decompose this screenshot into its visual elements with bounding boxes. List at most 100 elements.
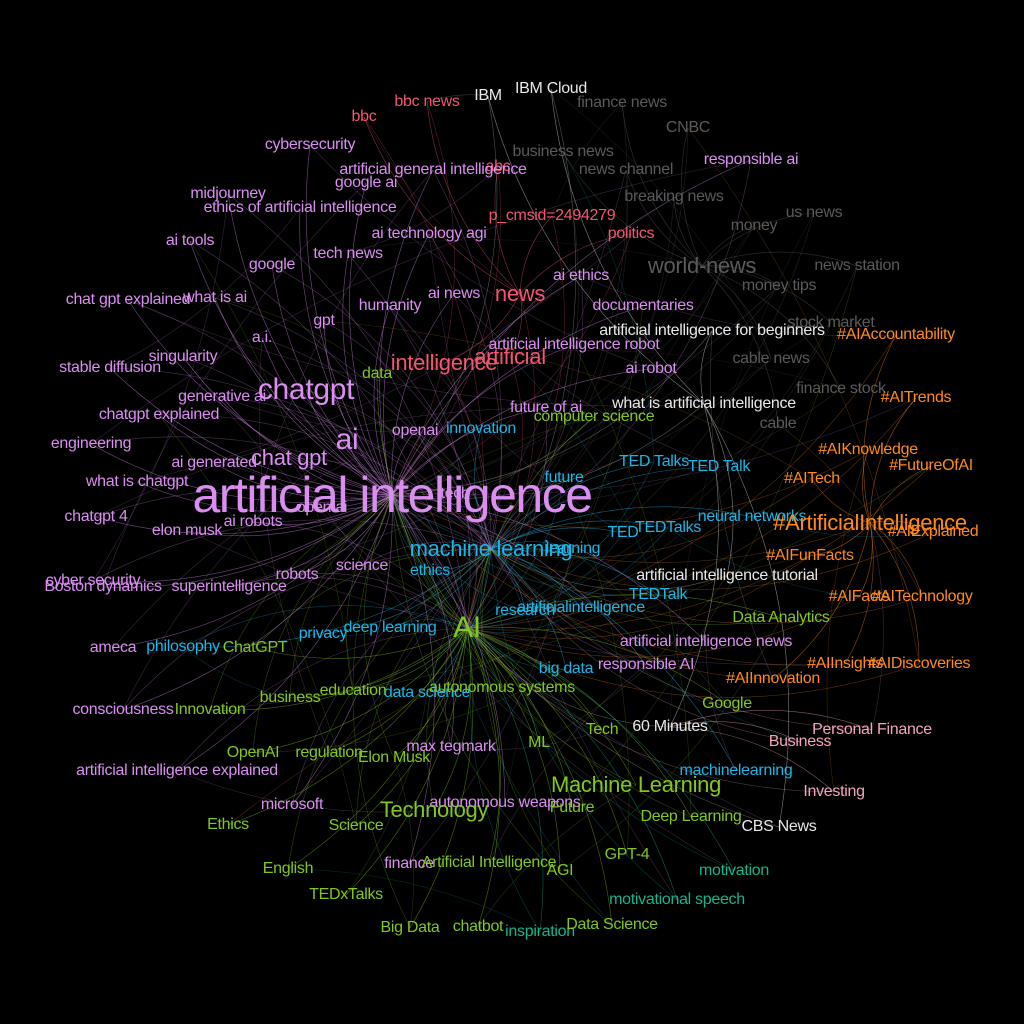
node-label-openai: openai xyxy=(391,422,439,439)
node-label-aifunfacts: #AIFunFacts xyxy=(766,547,854,564)
edge xyxy=(95,487,492,550)
edge xyxy=(509,293,523,358)
node-label-privacy: privacy xyxy=(298,625,348,642)
edge xyxy=(466,626,728,705)
edge xyxy=(391,494,603,731)
node-label-google: Google xyxy=(702,695,752,712)
edge xyxy=(443,350,842,390)
edge xyxy=(90,436,492,550)
node-label-documentaries: documentaries xyxy=(592,297,694,314)
edge xyxy=(391,403,705,500)
node-label-artificial-intelligence-for-beginners: artificial intelligence for beginners xyxy=(599,322,825,339)
edge xyxy=(391,305,644,496)
node-label-cable-news: cable news xyxy=(732,350,810,367)
edge xyxy=(361,565,468,629)
edge xyxy=(328,627,468,754)
node-label-cable: cable xyxy=(759,415,797,432)
node-label-us-news: us news xyxy=(785,204,843,221)
edge xyxy=(182,356,468,629)
node-label-data-analytics: Data Analytics xyxy=(732,609,830,626)
edge xyxy=(391,265,703,496)
node-label-openai: OpenAI xyxy=(226,744,280,761)
edge xyxy=(466,627,561,872)
edge xyxy=(466,532,624,629)
edge xyxy=(182,646,291,699)
node-label-english: English xyxy=(262,860,314,877)
edge xyxy=(391,159,752,496)
node-label-60-minutes: 60 Minutes xyxy=(632,718,708,735)
node-label-tedxtalks: TEDxTalks xyxy=(309,886,383,903)
node-label-ted-talk: TED Talk xyxy=(687,458,751,475)
edge xyxy=(361,541,492,567)
node-label-ethics: Ethics xyxy=(207,816,249,833)
node-label-chatbot: chatbot xyxy=(452,918,504,935)
node-label-ai-technology-agi: ai technology agi xyxy=(371,225,487,242)
edge xyxy=(466,265,858,629)
edge xyxy=(391,494,871,563)
edge xyxy=(490,548,678,901)
node-label-politics: politics xyxy=(607,225,655,242)
edge xyxy=(488,664,647,864)
edge xyxy=(122,548,492,711)
edge xyxy=(252,521,468,629)
node-label-artificialintelligence: #ArtificialIntelligence xyxy=(773,510,967,535)
edge xyxy=(869,465,932,524)
node-label-tech-news: tech news xyxy=(313,245,383,262)
edge xyxy=(480,548,503,689)
edge xyxy=(621,102,703,267)
edge xyxy=(391,494,526,612)
edge xyxy=(466,293,536,629)
node-label-news-channel: news channel xyxy=(578,161,674,178)
edge xyxy=(869,520,934,533)
edge xyxy=(487,95,705,405)
node-label-future: Future xyxy=(549,799,595,816)
edge xyxy=(466,334,897,629)
edge xyxy=(391,494,455,748)
edge xyxy=(490,548,923,624)
edge xyxy=(466,627,692,818)
edge xyxy=(346,439,468,629)
node-label-regulation: regulation xyxy=(295,744,363,761)
edge xyxy=(182,548,492,648)
node-label-ai-news: ai news xyxy=(427,285,481,302)
edge xyxy=(869,522,884,731)
edge xyxy=(92,519,492,582)
edge xyxy=(490,506,753,550)
edge xyxy=(391,101,455,496)
edge xyxy=(209,494,393,711)
edge xyxy=(342,253,393,496)
edge xyxy=(490,548,647,666)
node-label-chat-gpt: chat gpt xyxy=(251,445,327,470)
node-label-microsoft: microsoft xyxy=(260,796,324,813)
node-label-technology: Technology xyxy=(379,797,489,822)
edge xyxy=(509,356,659,596)
edge xyxy=(288,457,393,496)
node-label-education: education xyxy=(319,682,387,699)
edge xyxy=(466,607,582,633)
edge xyxy=(391,293,455,496)
edge xyxy=(391,494,582,609)
edge xyxy=(102,494,393,588)
node-label-superintelligence: superintelligence xyxy=(171,578,287,595)
edge xyxy=(391,233,632,496)
node-label-chatgpt-explained: chatgpt explained xyxy=(98,406,220,423)
node-label-motivational-speech: motivational speech xyxy=(609,891,745,908)
edge xyxy=(299,207,393,496)
edge xyxy=(391,430,416,496)
edge xyxy=(391,358,772,497)
node-label-aitrends: #AITrends xyxy=(880,389,952,406)
node-label-world-news: world-news xyxy=(647,253,757,278)
edge xyxy=(466,627,637,786)
edge xyxy=(127,299,468,629)
edge xyxy=(869,522,920,665)
edge xyxy=(490,127,689,550)
node-label-science: science xyxy=(335,557,389,574)
edge xyxy=(701,265,780,287)
edge xyxy=(391,494,692,818)
edge xyxy=(227,627,468,826)
node-label-abc: abc xyxy=(485,158,511,175)
edge xyxy=(347,166,499,255)
edge xyxy=(271,239,703,267)
node-label-responsible-ai: responsible ai xyxy=(703,151,799,168)
node-label-ethics: ethics xyxy=(410,562,450,579)
